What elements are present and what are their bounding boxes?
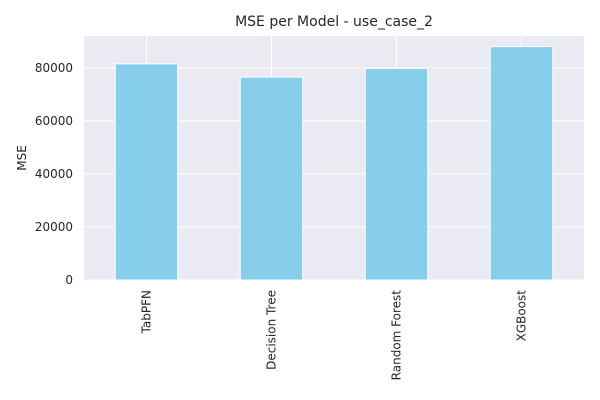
bar-xgboost: [489, 46, 554, 281]
bar-random-forest: [364, 67, 429, 281]
x-tick-label: Decision Tree: [265, 290, 279, 370]
bar-tabpfn: [114, 63, 179, 281]
x-tick-label: XGBoost: [515, 290, 529, 342]
y-ticks: 0 20000 40000 60000 80000: [35, 61, 73, 287]
bar-decision-tree: [239, 76, 304, 281]
y-tick-label: 40000: [35, 167, 73, 181]
y-axis-label: MSE: [15, 145, 29, 171]
y-tick-label: 60000: [35, 114, 73, 128]
y-tick-label: 20000: [35, 220, 73, 234]
x-ticks: TabPFN Decision Tree Random Forest XGBoost: [140, 290, 529, 381]
y-tick-label: 80000: [35, 61, 73, 75]
x-tick-label: Random Forest: [390, 290, 404, 381]
x-tick-label: TabPFN: [140, 290, 154, 334]
y-tick-label: 0: [65, 273, 73, 287]
bars: [114, 46, 554, 281]
chart-title: MSE per Model - use_case_2: [235, 14, 433, 30]
